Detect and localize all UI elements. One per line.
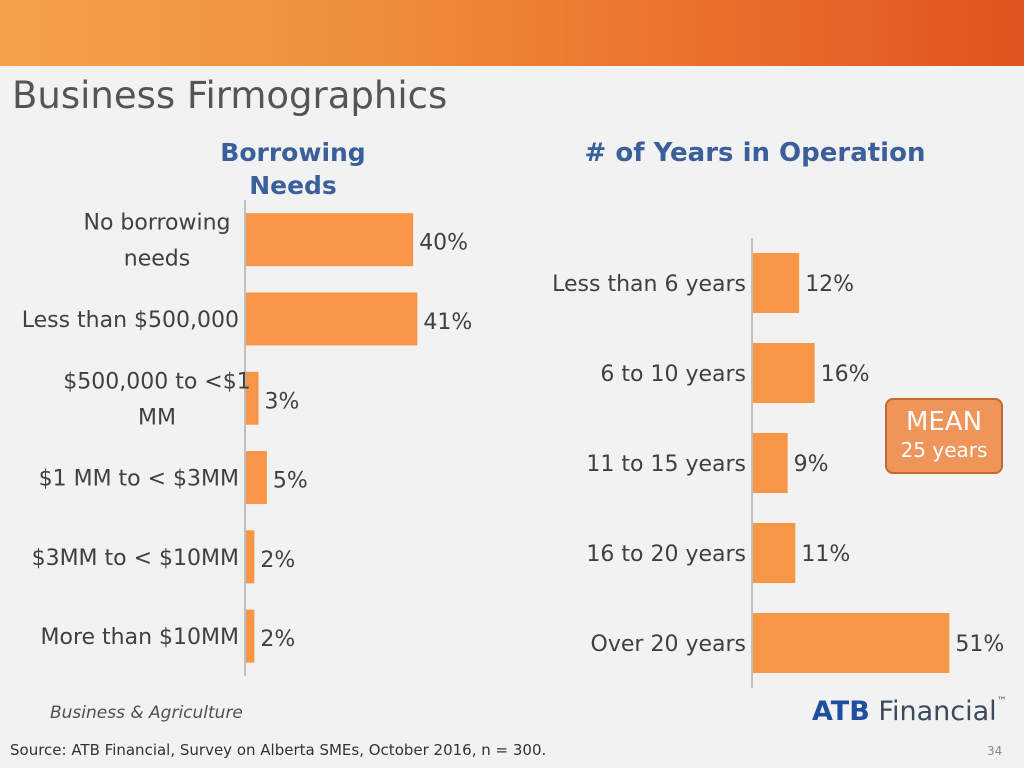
years-in-operation-chart: 12% Less than 6 years 16% 6 to 10 years 9% 11…	[552, 238, 1004, 688]
mean-title: MEAN	[905, 407, 983, 437]
borrowing-needs-chart: 40% No borrowing needs 41% Less than $500,00…	[22, 200, 472, 676]
division-label: Business & Agriculture	[50, 703, 243, 723]
mean-value: 25 years	[900, 438, 988, 462]
category-label: 6 to 10 years	[600, 362, 746, 387]
bar	[753, 433, 788, 493]
category-label: $1 MM to < $3MM	[39, 467, 239, 492]
logo-tm: ™	[996, 696, 1007, 707]
borrowing-needs-title: Borrowing Needs	[220, 138, 366, 200]
bar	[246, 213, 414, 267]
category-label: MM	[138, 405, 176, 430]
bar	[753, 613, 950, 673]
data-label: 40%	[419, 231, 468, 256]
data-label: 16%	[821, 362, 870, 387]
mean-callout: MEAN 25 years	[885, 398, 1003, 474]
category-label: Less than $500,000	[22, 308, 239, 333]
category-label: 16 to 20 years	[586, 542, 746, 567]
category-label: Less than 6 years	[552, 272, 746, 297]
bar	[246, 609, 255, 663]
category-label: More than $10MM	[41, 625, 239, 650]
category-label: $3MM to < $10MM	[32, 546, 239, 571]
data-label: 5%	[273, 469, 308, 494]
source-note: Source: ATB Financial, Survey on Alberta…	[10, 741, 547, 759]
bar	[753, 343, 815, 403]
bar	[246, 371, 259, 425]
category-label: Over 20 years	[591, 632, 746, 657]
logo-financial: Financial	[878, 696, 997, 727]
data-label: 11%	[801, 542, 850, 567]
category-label: 11 to 15 years	[586, 452, 746, 477]
bar	[246, 451, 267, 505]
data-label: 9%	[794, 452, 829, 477]
bar	[753, 523, 796, 583]
category-label: $500,000 to <$1	[63, 369, 250, 394]
bar	[246, 292, 418, 346]
bar	[753, 253, 800, 313]
slide-title: Business Firmographics	[12, 74, 448, 117]
header-band	[0, 0, 1024, 66]
data-label: 3%	[265, 389, 300, 414]
page-number: 34	[987, 744, 1003, 758]
data-label: 12%	[805, 272, 854, 297]
data-label: 2%	[260, 548, 295, 573]
data-label: 41%	[423, 310, 472, 335]
atb-financial-logo: ATB Financial™	[812, 696, 1007, 727]
data-label: 51%	[955, 632, 1004, 657]
data-label: 2%	[260, 627, 295, 652]
category-label: No borrowing	[83, 211, 230, 236]
bar	[246, 530, 255, 584]
logo-atb: ATB	[812, 696, 870, 727]
years-in-operation-title: # of Years in Operation	[584, 138, 926, 168]
category-label: needs	[124, 247, 190, 272]
